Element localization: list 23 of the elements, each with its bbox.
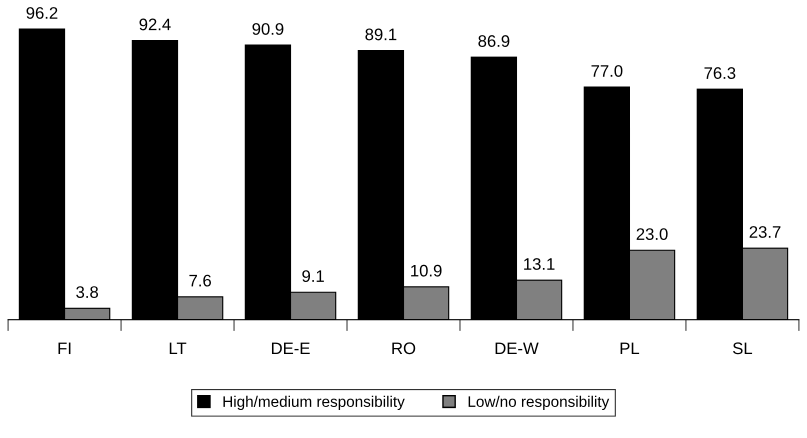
x-tick-label: SL xyxy=(733,342,752,354)
data-label: 9.1 xyxy=(302,270,324,282)
data-label: 23.0 xyxy=(636,228,668,240)
data-label: 77.0 xyxy=(592,65,622,77)
x-tick-label: DE-E xyxy=(272,342,310,354)
legend-label: Low/no responsibility xyxy=(468,396,610,410)
x-tick-label: LT xyxy=(170,342,186,354)
data-label: 76.3 xyxy=(704,67,736,79)
x-tick-label: PL xyxy=(620,342,640,354)
data-label: 90.9 xyxy=(252,23,284,35)
data-label: 10.9 xyxy=(411,264,442,277)
data-label: 89.1 xyxy=(365,28,396,40)
x-tick-label: RO xyxy=(392,342,416,354)
data-label: 3.8 xyxy=(76,286,98,298)
x-tick-label: FI xyxy=(58,342,70,354)
data-label: 96.2 xyxy=(26,7,58,19)
data-label: 86.9 xyxy=(478,35,510,47)
x-tick-label: DE-W xyxy=(496,342,539,354)
data-label: 92.4 xyxy=(140,18,171,30)
data-label: 13.1 xyxy=(524,258,554,270)
data-label: 23.7 xyxy=(750,226,780,238)
legend-label: High/medium responsibility xyxy=(223,396,405,410)
data-label: 7.6 xyxy=(189,274,211,287)
